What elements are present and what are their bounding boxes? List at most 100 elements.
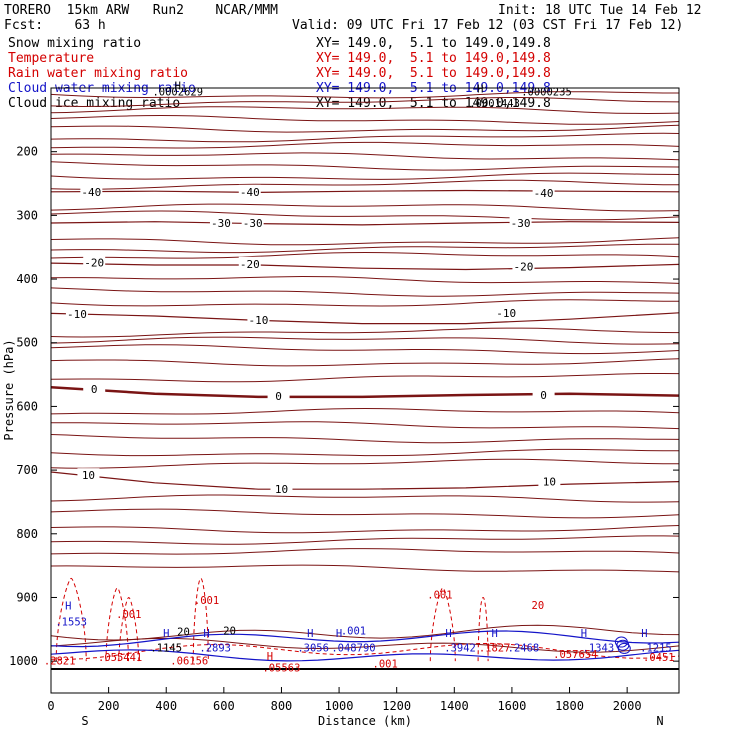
isotherm-line (50, 114, 680, 125)
contour-label: 0 (91, 383, 98, 396)
annotation-label: .1145 (150, 643, 182, 655)
contour-label: -10 (248, 314, 268, 327)
legend-item-snow-xy: XY= 149.0, 5.1 to 149.0,149.8 (316, 36, 551, 51)
isotherm-line (50, 373, 680, 383)
header-model: TORERO 15km ARW Run2 NCAR/MMM (4, 3, 278, 18)
isotherm-0 (50, 386, 680, 399)
y-tick-label: 700 (16, 463, 38, 477)
isotherm-line (50, 275, 680, 284)
rain-water-contour (55, 577, 87, 662)
isotherm-line (50, 172, 680, 180)
annotation-label: .0000235 (521, 87, 572, 99)
isotherm-line (50, 141, 680, 149)
cloud-water-cell (617, 642, 631, 654)
annotation-label: .055441 (98, 652, 142, 664)
annotation-label: .001 (341, 625, 366, 637)
y-tick-label: 200 (16, 145, 38, 159)
contour-label-bg (83, 382, 106, 396)
annotation-label: .2468 (508, 643, 540, 655)
axis-ticks: 0 200 400 600 800 1000 1200 1400 1600 1800 2000200… (9, 145, 679, 713)
annotation-label: 20 (223, 625, 236, 637)
legend-item-temperature: Temperature (8, 51, 95, 66)
annotation-label: .05563 (262, 662, 300, 674)
isotherm-line (50, 358, 680, 367)
annotation-label: H (175, 80, 181, 92)
rain-water-contour (192, 577, 209, 662)
isotherm-line (50, 106, 680, 115)
annotation-label: .001 (116, 609, 141, 621)
header-init: Init: 18 UTC Tue 14 Feb 12 (498, 3, 702, 18)
legend-item-temperature-xy: XY= 149.0, 5.1 to 149.0,149.8 (316, 51, 551, 66)
annotation-label: .1827 (479, 643, 511, 655)
contour-label-bg (267, 389, 290, 403)
x-tick-label: 1200 (382, 699, 411, 713)
direction-south: S (81, 714, 88, 728)
contour-label-bg (270, 482, 293, 496)
rain-water-contour (477, 596, 489, 662)
contour-labels: -40 -40 -40 -30 -30 -30 -20 -20 -20 -10 -10 -10 0 0 0 1… (65, 184, 561, 496)
contour-label: -20 (514, 260, 534, 273)
contour-label-bg (241, 216, 264, 230)
annotation-label: H (163, 628, 169, 640)
contour-label-bg (238, 184, 261, 198)
contour-label: -20 (84, 256, 104, 269)
isotherm-line (50, 97, 680, 108)
isotherm-line (50, 179, 680, 190)
annotation-label: .057654 (553, 649, 597, 661)
x-tick-label: 1800 (555, 699, 584, 713)
annotation-label: .3056 (297, 643, 329, 655)
cloud-envelope (50, 624, 680, 641)
x-tick-label: 200 (98, 699, 120, 713)
annotation-label: H (445, 628, 451, 640)
isotherm-line (50, 508, 680, 519)
contour-label: -40 (81, 186, 101, 199)
isotherm-line (50, 407, 680, 415)
contour-label-bg (512, 259, 535, 273)
annotation-label: .001 (194, 595, 219, 607)
y-tick-label: 1000 (9, 654, 38, 668)
y-tick-label: 500 (16, 336, 38, 350)
annotation-label: H (267, 651, 273, 663)
x-tick-label: 600 (213, 699, 235, 713)
isotherm-line (50, 344, 680, 355)
isotherm-line (50, 434, 680, 444)
isotherm-line (50, 548, 680, 555)
annotation-label: .001 (373, 659, 398, 671)
x-tick-label: 0 (47, 699, 54, 713)
temperature-contours (50, 91, 680, 573)
annotation-label: .1215 (640, 643, 672, 655)
y-axis-label: Pressure (hPa) (2, 339, 16, 440)
isotherm-10 (50, 471, 680, 490)
legend-item-rain: Rain water mixing ratio (8, 66, 189, 81)
annotation-label: H (65, 601, 71, 613)
contour-label-bg (532, 387, 555, 401)
contour-label-bg (495, 305, 518, 319)
y-tick-label: 800 (16, 527, 38, 541)
annotation-label: .0001443 (469, 98, 520, 110)
contour-label: 10 (82, 469, 95, 482)
contour-label: -30 (211, 217, 231, 230)
x-tick-label: 400 (155, 699, 177, 713)
contour-label-bg (80, 184, 103, 198)
x-tick-label: 1400 (440, 699, 469, 713)
y-tick-label: 900 (16, 590, 38, 604)
precipitation-contours (50, 577, 680, 662)
contour-label-bg (209, 216, 232, 230)
isotherm-line (50, 91, 679, 99)
isotherm-line (50, 421, 680, 430)
contour-label: -30 (511, 217, 531, 230)
isotherm-line (50, 124, 680, 133)
isotherm-line (50, 132, 680, 143)
isotherm-line (50, 494, 680, 503)
cloud-water-contour (50, 630, 680, 648)
isotherm-line (50, 525, 680, 534)
annotation-label: 20 (177, 627, 190, 639)
contour-label: -20 (240, 258, 260, 271)
annotation-label: .2893 (199, 643, 231, 655)
contour-label: -10 (67, 308, 87, 321)
annotation-label: .0002629 (152, 87, 203, 99)
annotation-label: .1553 (55, 616, 87, 628)
annotation-label: .1343 (583, 643, 615, 655)
isotherm-line (50, 152, 680, 161)
